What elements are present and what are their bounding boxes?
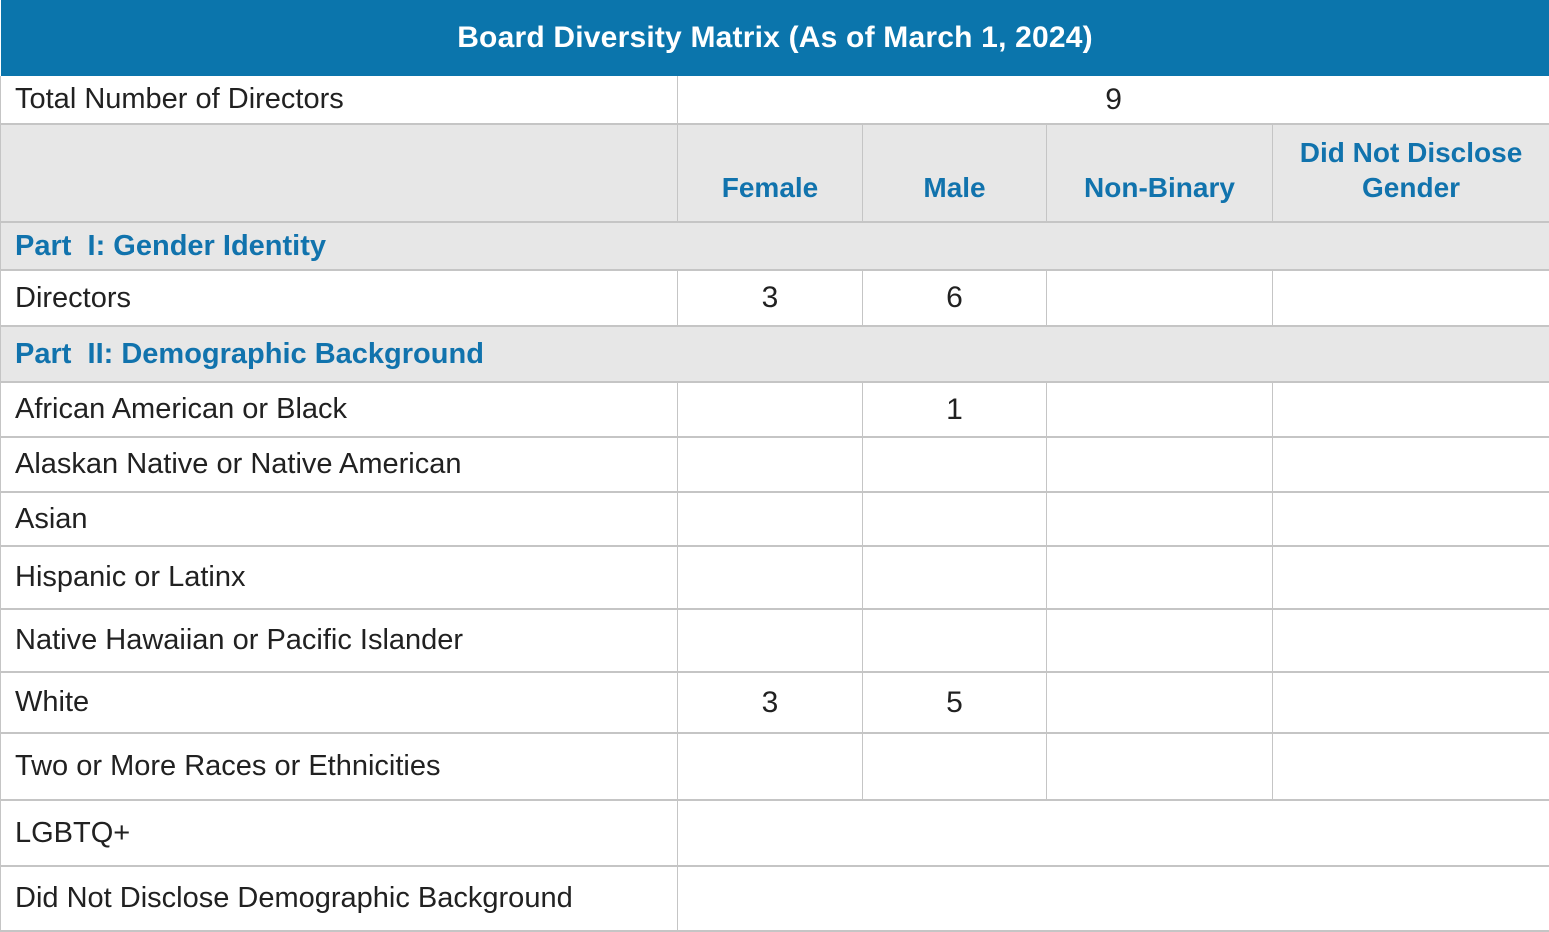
value-asian-female [678, 492, 863, 546]
row-label-did-not-disclose-demographic: Did Not Disclose Demographic Background [1, 866, 678, 931]
value-white-did-not-disclose [1273, 672, 1549, 733]
value-african-american-non-binary [1047, 382, 1273, 437]
value-asian-did-not-disclose [1273, 492, 1549, 546]
value-directors-non-binary [1047, 270, 1273, 326]
value-alaskan-native-male [863, 437, 1047, 492]
row-label-african-american-or-black: African American or Black [1, 382, 678, 437]
total-directors-value: 9 [678, 76, 1549, 124]
value-native-hawaiian-male [863, 609, 1047, 672]
value-directors-did-not-disclose [1273, 270, 1549, 326]
column-header-male: Male [863, 124, 1047, 222]
value-native-hawaiian-non-binary [1047, 609, 1273, 672]
board-diversity-matrix-table: Board Diversity Matrix (As of March 1, 2… [0, 0, 1549, 932]
row-label-native-hawaiian: Native Hawaiian or Pacific Islander [1, 609, 678, 672]
value-lgbtq-merged [678, 800, 1549, 866]
value-african-american-male: 1 [863, 382, 1047, 437]
row-label-lgbtq: LGBTQ+ [1, 800, 678, 866]
value-two-or-more-male [863, 733, 1047, 800]
value-african-american-did-not-disclose [1273, 382, 1549, 437]
total-directors-label: Total Number of Directors [1, 76, 678, 124]
value-native-hawaiian-female [678, 609, 863, 672]
value-asian-non-binary [1047, 492, 1273, 546]
value-did-not-disclose-demographic-merged [678, 866, 1549, 931]
value-directors-female: 3 [678, 270, 863, 326]
value-white-non-binary [1047, 672, 1273, 733]
column-header-did-not-disclose-gender: Did Not Disclose Gender [1273, 124, 1549, 222]
row-label-two-or-more-races: Two or More Races or Ethnicities [1, 733, 678, 800]
section-header-part1: Part I: Gender Identity [1, 222, 1549, 270]
value-directors-male: 6 [863, 270, 1047, 326]
value-alaskan-native-did-not-disclose [1273, 437, 1549, 492]
column-header-female: Female [678, 124, 863, 222]
row-label-directors: Directors [1, 270, 678, 326]
value-alaskan-native-non-binary [1047, 437, 1273, 492]
value-hispanic-female [678, 546, 863, 609]
matrix-title: Board Diversity Matrix (As of March 1, 2… [1, 0, 1549, 76]
value-two-or-more-did-not-disclose [1273, 733, 1549, 800]
column-header-non-binary: Non-Binary [1047, 124, 1273, 222]
value-african-american-female [678, 382, 863, 437]
value-two-or-more-non-binary [1047, 733, 1273, 800]
section-header-part2: Part II: Demographic Background [1, 326, 1549, 382]
value-asian-male [863, 492, 1047, 546]
value-native-hawaiian-did-not-disclose [1273, 609, 1549, 672]
value-hispanic-non-binary [1047, 546, 1273, 609]
row-label-white: White [1, 672, 678, 733]
value-white-female: 3 [678, 672, 863, 733]
value-alaskan-native-female [678, 437, 863, 492]
value-hispanic-male [863, 546, 1047, 609]
value-two-or-more-female [678, 733, 863, 800]
value-hispanic-did-not-disclose [1273, 546, 1549, 609]
value-white-male: 5 [863, 672, 1047, 733]
row-label-alaskan-native: Alaskan Native or Native American [1, 437, 678, 492]
column-header-spacer [1, 124, 678, 222]
row-label-asian: Asian [1, 492, 678, 546]
row-label-hispanic-or-latinx: Hispanic or Latinx [1, 546, 678, 609]
